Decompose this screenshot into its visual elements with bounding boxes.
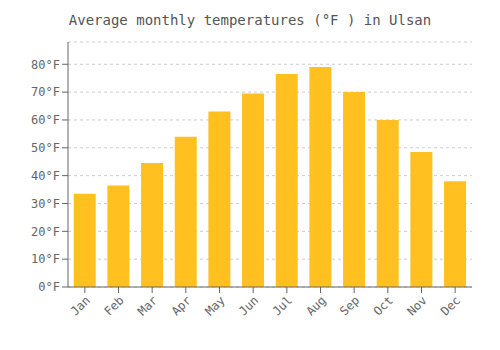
svg-text:10°F: 10°F xyxy=(31,252,60,266)
svg-text:Oct: Oct xyxy=(371,293,396,318)
svg-text:Feb: Feb xyxy=(101,293,126,318)
svg-text:80°F: 80°F xyxy=(31,58,60,72)
svg-text:Jun: Jun xyxy=(236,293,261,318)
svg-text:Aug: Aug xyxy=(303,293,328,318)
svg-text:70°F: 70°F xyxy=(31,85,60,99)
svg-text:Nov: Nov xyxy=(404,293,429,318)
svg-text:Jan: Jan xyxy=(68,293,93,318)
svg-text:50°F: 50°F xyxy=(31,141,60,155)
svg-text:20°F: 20°F xyxy=(31,225,60,239)
svg-text:40°F: 40°F xyxy=(31,169,60,183)
svg-text:60°F: 60°F xyxy=(31,113,60,127)
html-text:Average monthly temperatures (: Average monthly temperatures (°F ) in Ul… xyxy=(68,12,432,28)
svg-text:Mar: Mar xyxy=(135,293,160,318)
svg-text:30°F: 30°F xyxy=(31,197,60,211)
svg-text:Apr: Apr xyxy=(169,293,194,318)
svg-text:May: May xyxy=(202,293,227,318)
svg-text:Dec: Dec xyxy=(438,293,463,318)
svg-text:0°F: 0°F xyxy=(38,280,60,294)
svg-text:Sep: Sep xyxy=(337,293,362,318)
svg-text:Jul: Jul xyxy=(270,293,295,318)
